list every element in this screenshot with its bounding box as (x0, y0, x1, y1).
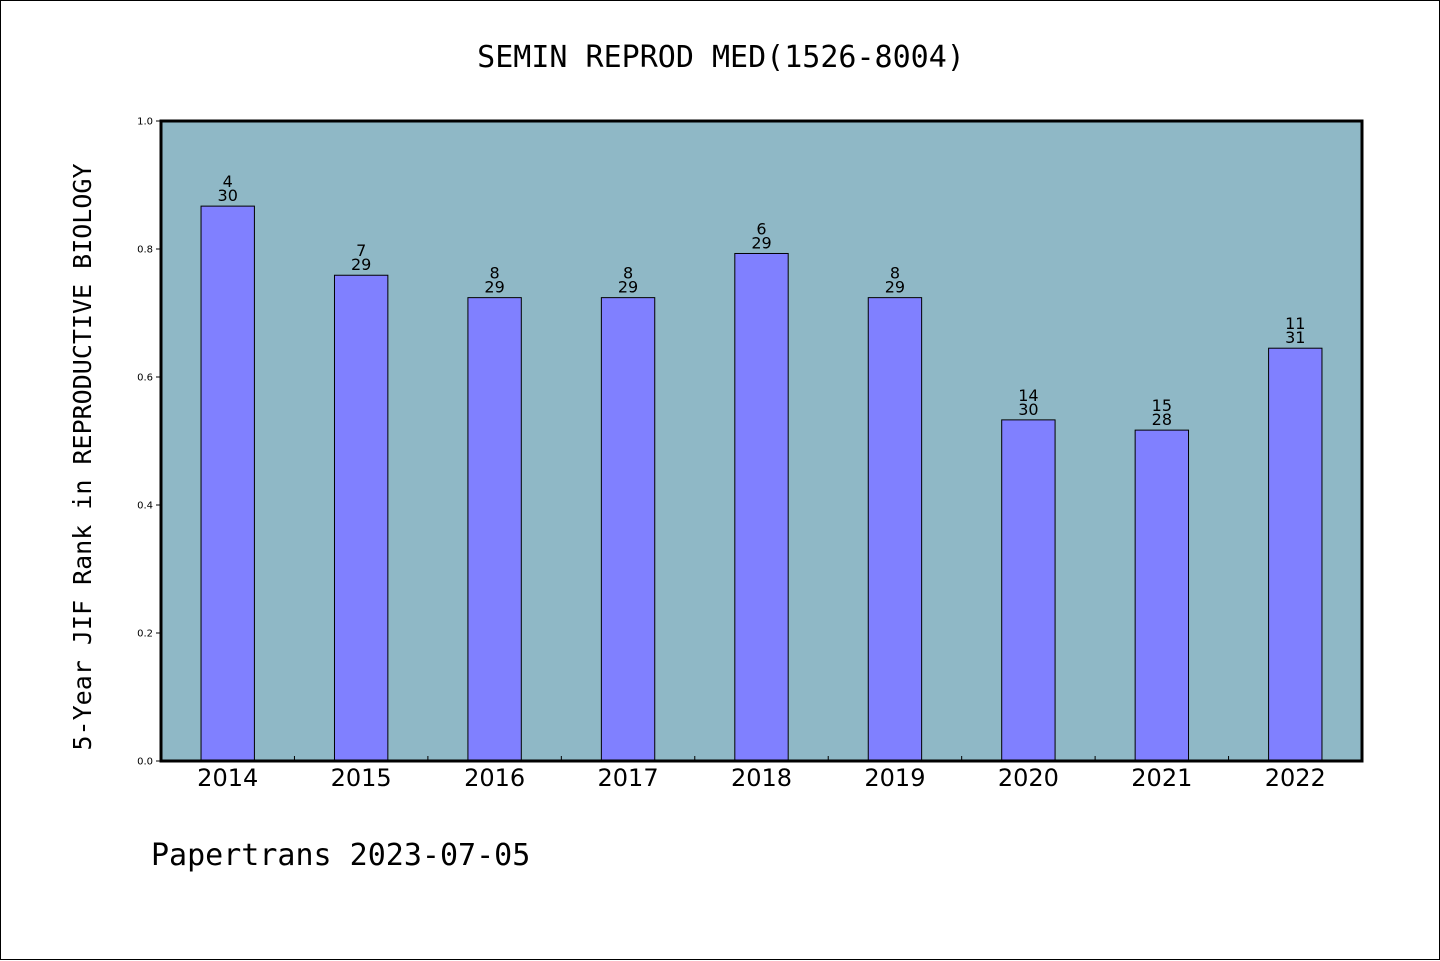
y-tick-label: 0.8 (137, 245, 153, 256)
bar-2014 (200, 205, 255, 762)
bar-total-label: 28 (1152, 410, 1172, 429)
bar-2018 (734, 252, 789, 762)
bar-total-label: 31 (1285, 328, 1305, 347)
x-tick-label: 2019 (864, 764, 925, 792)
bar-total-label: 29 (351, 255, 371, 274)
y-tick-label: 0.2 (137, 629, 153, 640)
bar-total-label: 29 (484, 278, 504, 297)
footer-text: Papertrans 2023-07-05 (151, 838, 530, 873)
plot-border (159, 119, 1364, 763)
x-tick-label: 2021 (1131, 764, 1192, 792)
x-tick-label: 2015 (331, 764, 392, 792)
chart-title: SEMIN REPROD MED(1526-8004) (477, 40, 965, 75)
bar-2015 (333, 274, 389, 762)
bar-rank-label: 4 (223, 172, 233, 191)
y-tick-label: 1.0 (137, 117, 153, 128)
bar-rank-label: 15 (1152, 396, 1172, 415)
x-tick-label: 2017 (598, 764, 659, 792)
y-tick-label: 0.4 (137, 501, 153, 512)
x-tick-label: 2014 (197, 764, 258, 792)
y-axis-label: 5-Year JIF Rank in REPRODUCTIVE BIOLOGY (68, 164, 97, 751)
y-tick-label: 0.0 (137, 757, 153, 768)
bar-2016 (467, 297, 522, 762)
x-tick-label: 2016 (464, 764, 525, 792)
x-tick-label: 2022 (1265, 764, 1326, 792)
bar-total-label: 29 (751, 233, 771, 252)
bar-2017 (600, 297, 656, 762)
bar-rank-label: 11 (1285, 314, 1305, 333)
bar-total-label: 30 (218, 186, 238, 205)
bar-total-label: 30 (1018, 400, 1038, 419)
bar-2020 (1001, 419, 1056, 762)
x-axis: 2014 2015 2016 2017 2018 2019 2020 2021 2022 (197, 756, 1326, 792)
bar-rank-label: 8 (623, 264, 633, 283)
bar-total-label: 29 (618, 278, 638, 297)
x-tick-label: 2020 (998, 764, 1059, 792)
y-tick-label: 0.6 (137, 373, 153, 384)
x-tick-label: 2018 (731, 764, 792, 792)
bar-rank-label: 6 (756, 219, 766, 238)
bar-rank-label: 14 (1018, 386, 1038, 405)
y-axis: 0.0 0.2 0.4 0.6 0.8 1.0 (137, 117, 161, 768)
bar-rank-label: 8 (490, 264, 500, 283)
bar-rank-label: 7 (356, 241, 366, 260)
bar-2019 (867, 297, 923, 762)
bar-rank-label: 8 (890, 264, 900, 283)
bar-2021 (1134, 429, 1190, 762)
bar-total-label: 29 (885, 278, 905, 297)
bar-2022 (1268, 347, 1323, 762)
